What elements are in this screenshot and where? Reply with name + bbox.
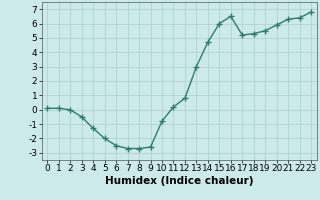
X-axis label: Humidex (Indice chaleur): Humidex (Indice chaleur) bbox=[105, 176, 253, 186]
